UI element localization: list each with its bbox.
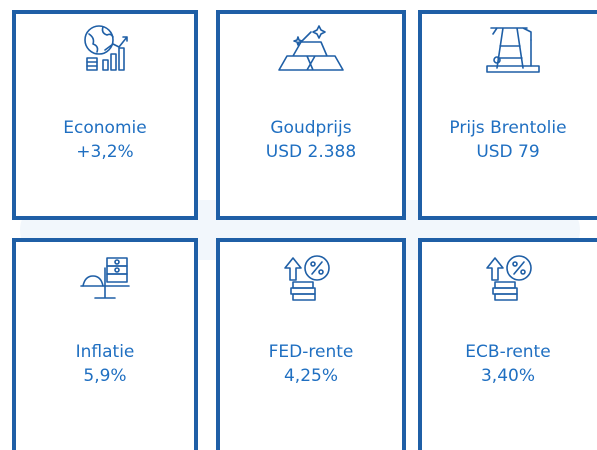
tile: FED-rente 4,25% xyxy=(216,238,406,450)
icon-economy xyxy=(84,25,128,71)
tile: Prijs Brentolie USD 79 xyxy=(418,10,597,220)
tile: Goudprijs USD 2.388 xyxy=(216,10,406,220)
tile: ECB-rente 3,40% xyxy=(418,238,597,450)
tile-label: Economie xyxy=(63,118,147,138)
icon-ecb-rate xyxy=(486,255,532,301)
tile: Inflatie 5,9% xyxy=(12,238,198,450)
tile-value: USD 79 xyxy=(476,142,540,162)
icon-fed-rate xyxy=(284,255,330,301)
icon-gold xyxy=(278,25,344,71)
tile-value: +3,2% xyxy=(76,142,134,162)
tile-label: FED-rente xyxy=(268,342,354,362)
tile-label: Goudprijs xyxy=(270,118,352,138)
tile-label: Prijs Brentolie xyxy=(449,118,567,138)
tile-value: 5,9% xyxy=(83,366,127,386)
tile: Economie +3,2% xyxy=(12,10,198,220)
tile-value: 4,25% xyxy=(283,366,338,386)
icon-oil xyxy=(486,27,540,73)
tile-value: USD 2.388 xyxy=(265,142,357,162)
tile-value: 3,40% xyxy=(480,366,535,386)
tile-label: ECB-rente xyxy=(465,342,551,362)
tile-label: Inflatie xyxy=(75,342,135,362)
icon-inflation xyxy=(80,257,130,299)
